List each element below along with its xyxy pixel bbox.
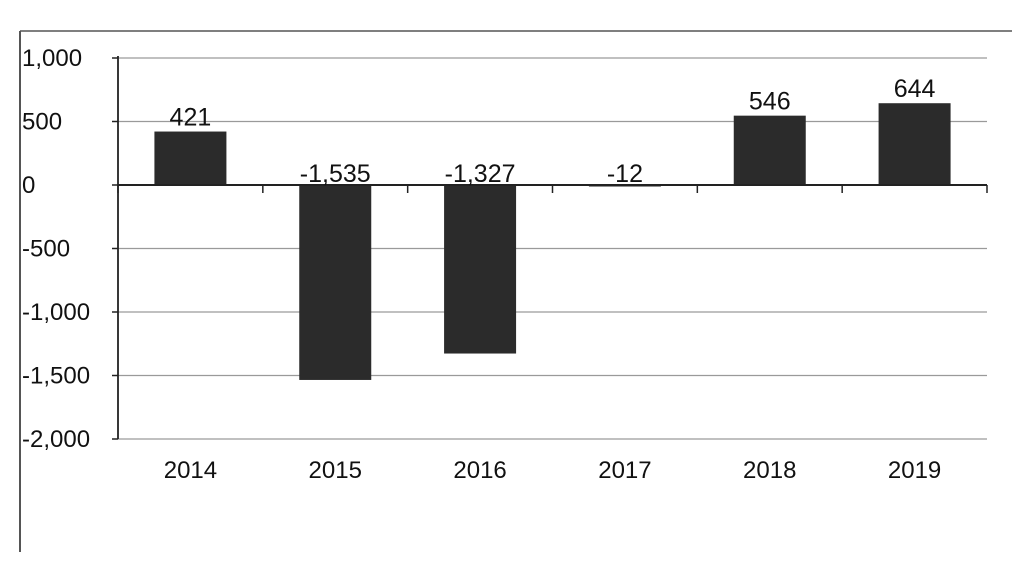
x-axis-labels: 2014 2015 2016 2017 2018 2019 — [164, 457, 942, 484]
y-tick-label: -2,000 — [22, 426, 90, 453]
x-category-label: 2016 — [453, 457, 506, 484]
y-axis-ticks: 1,000 500 0 -500 -1,000 -1,500 -2,000 — [22, 45, 118, 453]
y-tick-label: -1,500 — [22, 363, 90, 390]
x-category-label: 2015 — [309, 457, 362, 484]
x-category-label: 2014 — [164, 457, 217, 484]
data-label-2019: 644 — [894, 75, 936, 103]
data-label-2014: 421 — [170, 104, 212, 132]
y-tick-label: -500 — [22, 236, 70, 263]
y-tick-label: 500 — [22, 109, 62, 136]
bar-2016 — [444, 185, 517, 354]
grid-lines — [118, 57, 987, 440]
bars — [154, 103, 951, 380]
bar-2018 — [733, 115, 806, 185]
data-labels: 421 -1,535 -1,327 -12 546 644 — [170, 75, 936, 188]
bar-2019 — [878, 103, 951, 185]
data-label-2016: -1,327 — [445, 160, 516, 188]
axes — [117, 56, 988, 439]
bar-2015 — [299, 185, 372, 380]
bar-2014 — [154, 131, 227, 185]
data-label-2017: -12 — [607, 160, 643, 188]
y-tick-label: -1,000 — [22, 299, 90, 326]
y-tick-label: 0 — [22, 172, 35, 199]
x-category-label: 2019 — [888, 457, 941, 484]
data-label-2018: 546 — [749, 88, 791, 116]
x-category-label: 2017 — [598, 457, 651, 484]
data-label-2015: -1,535 — [300, 160, 371, 188]
chart-frame — [19, 30, 1012, 552]
x-category-label: 2018 — [743, 457, 796, 484]
y-tick-label: 1,000 — [22, 45, 82, 72]
